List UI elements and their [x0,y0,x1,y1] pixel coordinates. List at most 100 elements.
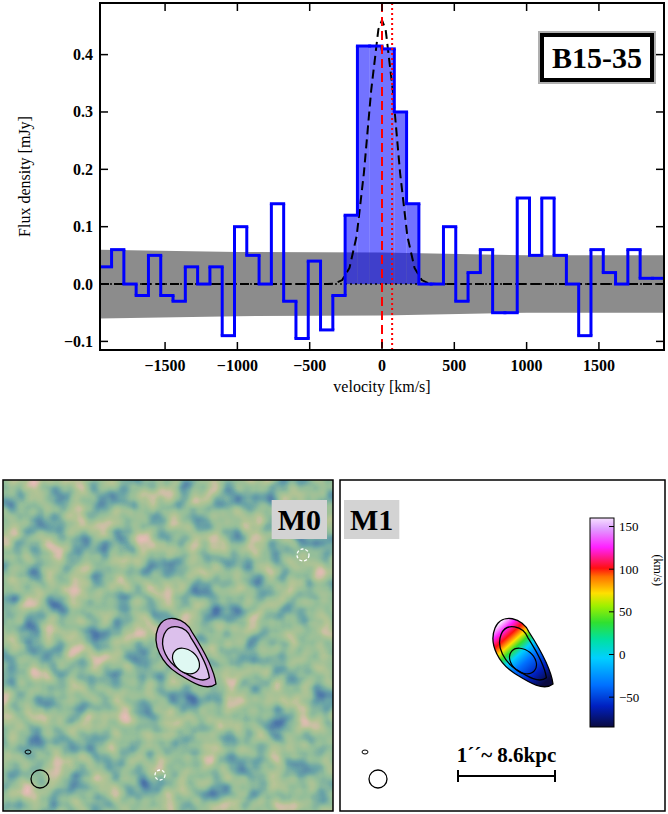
y-tick [100,169,108,171]
x-tick [598,342,600,350]
y-axis-title: Flux density [mJy] [16,116,34,237]
step-riser [344,215,347,295]
spectrum-channel [394,110,406,113]
step-riser [245,227,248,256]
y-tick [656,111,664,113]
step-riser [528,198,531,255]
step-riser [135,284,138,295]
panel-label-bg [344,500,399,539]
spectrum-channel [480,248,492,251]
colorbar-tick-label: −50 [619,690,639,705]
spectrum-channel [161,294,173,297]
step-riser [356,46,359,215]
velocity-marker [381,3,383,350]
negative-contour [155,770,165,780]
spectrum-channel [407,202,419,205]
spectrum-channel [542,197,554,200]
colorbar [590,518,614,727]
spectrum-channel [124,283,136,286]
y-tick [656,169,664,171]
scale-bar [458,775,555,777]
step-riser [184,267,187,301]
contour [25,750,31,754]
spectrum-channel [136,294,148,297]
x-tick-label: −1500 [145,357,186,374]
step-riser [270,204,273,284]
step-riser [417,204,420,284]
panel-frame [340,480,665,811]
spectrum-channel [505,311,517,314]
colorbar-tick [609,569,614,570]
y-tick-label: 0.4 [73,46,93,63]
spectrum-channel [222,334,234,337]
spectrum-channel [284,300,296,303]
spectrum-channel [321,328,333,331]
step-riser [491,250,494,313]
panel-frame [3,480,333,811]
x-tick [454,3,456,11]
y-tick [100,283,108,285]
spectrum-channel [419,283,431,286]
y-tick [656,54,664,56]
step-riser [159,255,162,295]
step-riser [516,198,519,313]
spectrum-channel [456,300,468,303]
x-tick [237,342,239,350]
step-riser [565,255,568,284]
spectrum-channel [652,277,664,280]
line-flux-fill [357,46,369,284]
m0-image [3,480,333,811]
title: B15-35 [552,41,642,74]
step-riser [122,250,125,284]
panel-title: M0 [278,503,321,536]
line-flux-fill [370,46,382,284]
spectrum-channel [370,45,382,48]
spectrum-channel [517,197,529,200]
spectrum-channel [591,248,603,251]
colorbar-tick-label: 50 [619,604,632,619]
x-tick-label: −500 [293,357,326,374]
step-riser [540,198,543,255]
spectrum-channel [100,265,112,268]
scale-bar-end [457,770,459,782]
scale-bar-end [554,770,556,782]
colorbar-tick-label: 0 [619,647,626,662]
spectrum-channel [271,202,283,205]
spectrum-channel [530,254,542,257]
spectrum-channel [554,254,566,257]
spectrum-channel [308,260,320,263]
x-tick [598,3,600,11]
m1-background [340,480,665,811]
scale-bar-label: 1´´~ 8.6kpc [457,743,557,767]
plot-frame [100,3,664,350]
y-tick-label: 0.0 [73,276,93,293]
step-riser [479,250,482,273]
spectrum-channel [443,225,455,228]
step-riser [208,267,211,284]
line-flux-fill [345,215,357,284]
spectrum-channel [333,294,345,297]
spectrum-channel [210,265,222,268]
y-tick [100,111,108,113]
spectrum-channel [628,248,640,251]
x-tick [381,342,383,350]
spectrum-channel [185,265,197,268]
line-flux-fill [394,112,406,284]
step-riser [147,255,150,295]
velocity-marker [391,3,393,350]
x-tick [309,3,311,11]
spectrum-channel [173,300,185,303]
spectrum-channel [616,283,628,286]
step-riser [639,250,642,279]
spectrum-channel [357,45,369,48]
m1-contour [504,643,541,679]
step-riser [258,255,261,284]
step-riser [294,301,297,338]
step-riser [319,261,322,330]
colorbar-tick [609,611,614,612]
x-tick [381,3,383,11]
y-tick-label: 0.2 [73,161,93,178]
contour [362,750,368,754]
panel-label-bg [272,500,327,539]
step-riser [221,267,224,336]
